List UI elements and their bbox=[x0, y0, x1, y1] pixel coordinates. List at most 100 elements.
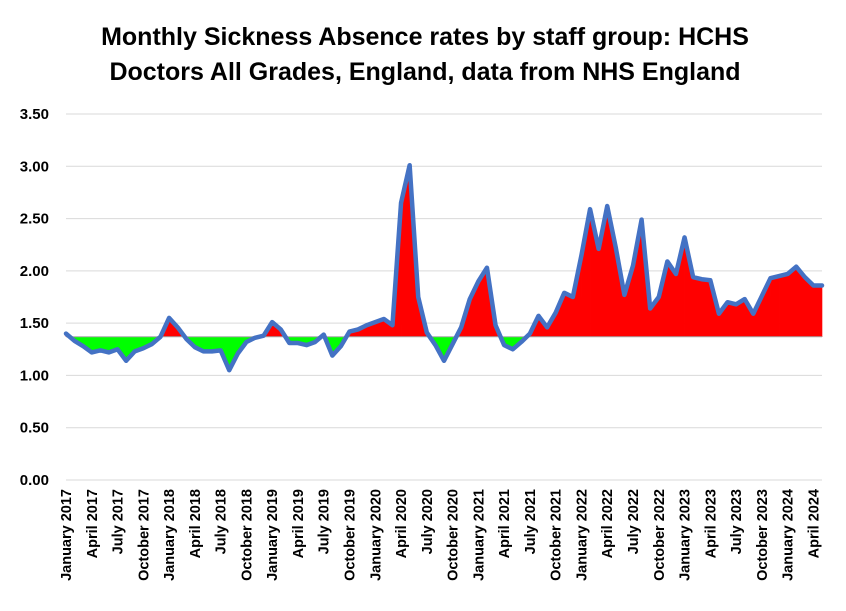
data-point bbox=[322, 333, 325, 336]
area-above-baseline bbox=[727, 301, 737, 338]
x-tick-label: January 2023 bbox=[678, 489, 694, 581]
data-point bbox=[726, 301, 729, 304]
x-tick-label: April 2019 bbox=[291, 489, 307, 558]
x-tick-label: October 2019 bbox=[343, 489, 359, 581]
x-tick-label: April 2021 bbox=[497, 489, 513, 558]
y-tick-label: 2.00 bbox=[20, 263, 49, 280]
x-tick-label: July 2017 bbox=[111, 489, 127, 554]
data-point bbox=[417, 296, 420, 298]
data-point bbox=[142, 347, 145, 350]
data-point bbox=[176, 326, 179, 329]
x-tick-label: January 2021 bbox=[471, 489, 487, 581]
data-point bbox=[90, 351, 93, 354]
chart-title-line-1: Monthly Sickness Absence rates by staff … bbox=[101, 23, 749, 51]
data-point bbox=[443, 359, 445, 362]
data-point bbox=[348, 330, 351, 333]
data-point bbox=[314, 341, 316, 343]
data-point bbox=[804, 276, 806, 278]
data-point bbox=[400, 202, 402, 204]
data-point bbox=[572, 296, 574, 298]
data-point bbox=[168, 317, 170, 319]
data-point bbox=[305, 344, 308, 346]
data-point bbox=[434, 344, 437, 346]
x-tick-label: April 2022 bbox=[600, 489, 616, 558]
x-tick-label: July 2023 bbox=[729, 489, 745, 554]
x-tick-label: October 2020 bbox=[446, 489, 462, 581]
data-point bbox=[520, 341, 523, 343]
data-point bbox=[194, 346, 196, 348]
y-tick-label: 1.50 bbox=[20, 315, 49, 332]
data-point bbox=[546, 326, 548, 329]
data-point bbox=[383, 318, 385, 320]
x-tick-label: April 2017 bbox=[85, 489, 101, 558]
data-point bbox=[554, 311, 557, 314]
data-point bbox=[228, 369, 231, 372]
data-point bbox=[185, 338, 188, 340]
data-point bbox=[529, 332, 531, 335]
data-point bbox=[795, 265, 798, 268]
x-tick-label: January 2022 bbox=[574, 489, 590, 581]
area-above-baseline bbox=[787, 266, 797, 338]
data-point bbox=[597, 248, 600, 250]
series-line bbox=[63, 162, 825, 373]
data-point bbox=[477, 280, 480, 283]
data-point bbox=[151, 343, 153, 345]
y-tick-label: 3.00 bbox=[20, 158, 49, 175]
data-point bbox=[460, 326, 462, 329]
area-above-baseline bbox=[813, 285, 823, 338]
data-point bbox=[778, 275, 780, 277]
x-tick-label: April 2024 bbox=[806, 489, 822, 558]
data-point bbox=[623, 294, 626, 296]
data-point bbox=[65, 332, 67, 335]
x-tick-label: July 2020 bbox=[420, 489, 436, 554]
x-tick-label: April 2020 bbox=[394, 489, 410, 558]
data-point bbox=[743, 298, 746, 300]
data-point bbox=[657, 296, 660, 298]
data-point bbox=[202, 350, 205, 353]
x-tick-label: January 2020 bbox=[368, 489, 384, 581]
data-point bbox=[700, 278, 703, 281]
data-point bbox=[589, 208, 591, 210]
data-point bbox=[649, 307, 651, 310]
data-point bbox=[133, 350, 136, 353]
gridlines bbox=[66, 113, 822, 481]
x-tick-label: January 2018 bbox=[162, 489, 178, 581]
y-tick-label: 3.50 bbox=[20, 106, 49, 123]
data-point bbox=[374, 321, 377, 323]
x-tick-label: October 2018 bbox=[239, 489, 255, 581]
y-tick-label: 1.00 bbox=[20, 367, 49, 384]
data-point bbox=[640, 218, 643, 221]
data-point bbox=[468, 298, 471, 300]
data-point bbox=[494, 324, 497, 327]
data-point bbox=[821, 284, 823, 287]
data-point bbox=[125, 359, 127, 362]
x-tick-label: April 2018 bbox=[188, 489, 204, 558]
data-point bbox=[288, 342, 291, 344]
y-tick-label: 0.00 bbox=[20, 472, 49, 489]
x-tick-label: October 2021 bbox=[549, 489, 565, 581]
y-axis-ticks: 0.00 0.50 1.00 1.50 2.00 2.50 3.00 3.50 bbox=[20, 106, 49, 489]
data-point bbox=[606, 205, 609, 207]
x-tick-label: January 2024 bbox=[781, 489, 797, 581]
data-point bbox=[563, 292, 566, 294]
x-tick-label: April 2023 bbox=[703, 489, 719, 558]
data-point bbox=[511, 348, 514, 351]
data-point bbox=[219, 349, 222, 352]
data-point bbox=[426, 331, 428, 334]
area-fill bbox=[65, 165, 823, 371]
x-tick-label: July 2021 bbox=[523, 489, 539, 554]
x-tick-label: January 2017 bbox=[59, 489, 75, 581]
data-point bbox=[262, 334, 265, 337]
data-point bbox=[503, 344, 505, 346]
data-point bbox=[761, 295, 763, 297]
y-tick-label: 0.50 bbox=[20, 420, 49, 437]
data-point bbox=[245, 341, 248, 343]
data-point bbox=[331, 354, 334, 357]
x-tick-label: October 2022 bbox=[652, 489, 668, 581]
data-point bbox=[786, 273, 789, 275]
data-point bbox=[108, 351, 110, 354]
x-tick-label: July 2019 bbox=[317, 489, 333, 554]
area-above-baseline bbox=[778, 273, 788, 338]
x-tick-label: July 2022 bbox=[626, 489, 642, 554]
